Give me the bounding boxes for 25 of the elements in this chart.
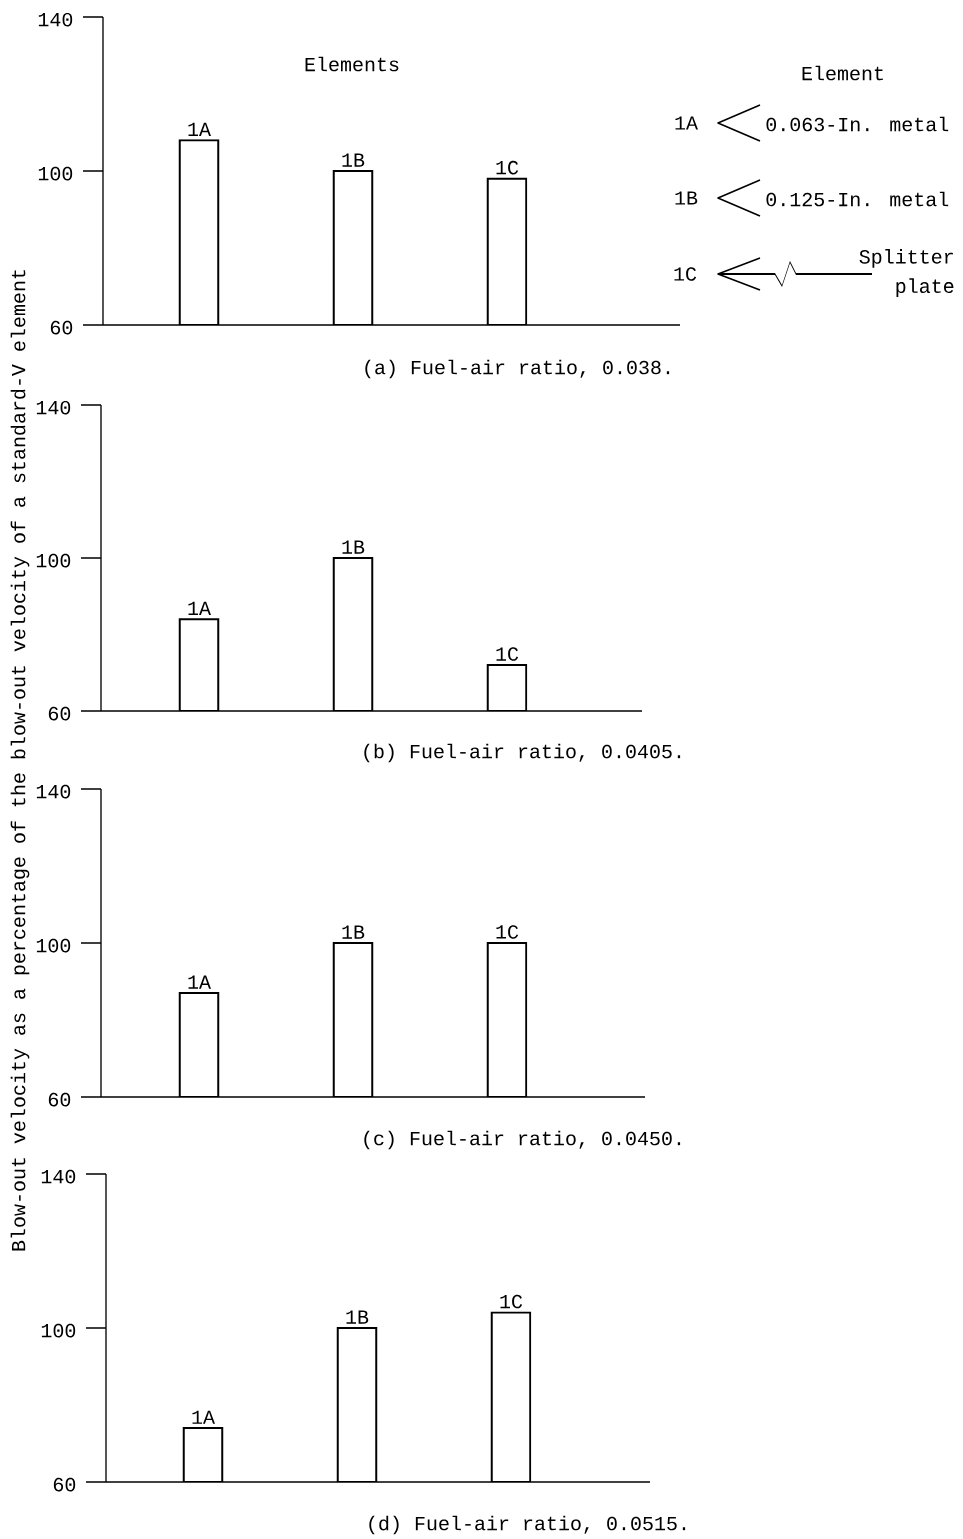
y-tick-label: 60 (53, 1477, 76, 1492)
text: Splitter plate (859, 249, 954, 297)
text: (b) Fuel-air ratio, 0.0405. (364, 743, 681, 763)
y-tick-label: 60 (48, 706, 71, 721)
y-tick-label: 100 (38, 166, 73, 181)
y-tick-label: 140 (38, 12, 73, 27)
y-tick-label: 60 (48, 1092, 71, 1107)
text: 0.125-In. metal (766, 191, 949, 207)
annotation: 1A (675, 116, 698, 130)
y-axis-title: Blow-out velocity as a percentage of the blow-out velocity of a standard-V element (10, 270, 30, 1251)
y-tick-label: 140 (36, 784, 71, 799)
y-tick-label: 140 (36, 400, 71, 415)
y-tick-label: 60 (50, 320, 73, 335)
text: 0.063-In. metal (766, 116, 949, 132)
text: (a) Fuel-air ratio, 0.038. (365, 359, 670, 379)
annotation: 1C (674, 267, 697, 281)
y-tick-label: 100 (36, 553, 71, 568)
annotation: Elements (305, 56, 399, 72)
y-tick-label: 100 (41, 1323, 76, 1338)
text: (c) Fuel-air ratio, 0.0450. (364, 1130, 681, 1150)
text: Element (802, 65, 883, 81)
text: (d) Fuel-air ratio, 0.0515. (369, 1515, 686, 1535)
annotation: 1B (675, 191, 698, 205)
y-tick-label: 100 (36, 938, 71, 953)
y-tick-label: 140 (41, 1169, 76, 1184)
